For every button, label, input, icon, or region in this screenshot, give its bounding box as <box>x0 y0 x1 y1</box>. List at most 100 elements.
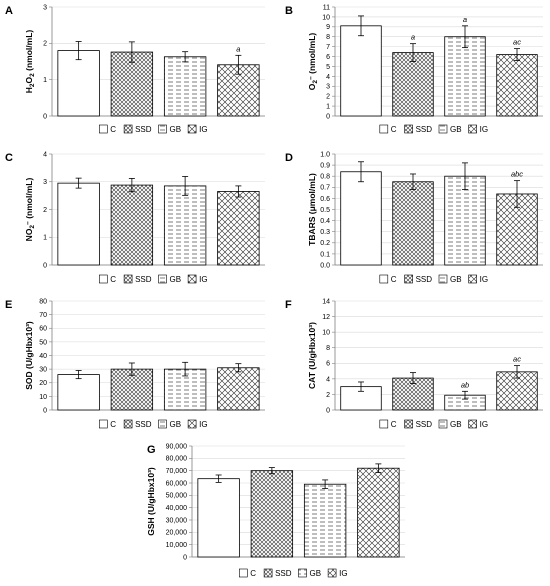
significance-label: ac <box>513 355 521 364</box>
legend-label-ssd: SSD <box>135 125 152 134</box>
y-axis-label: SOD (U/gHbx10³) <box>24 321 34 390</box>
legend-label-c: C <box>110 420 116 429</box>
legend: C SSD GB IG <box>99 124 208 134</box>
y-tick-label: 0.9 <box>320 163 330 170</box>
y-axis-label: GSH (U/gHbx10³) <box>146 467 156 536</box>
legend-swatch-c <box>99 124 108 134</box>
bar-c <box>57 374 100 411</box>
y-tick-label: 11 <box>323 4 330 11</box>
y-tick-label: 40,000 <box>166 505 188 512</box>
legend-label-ig: IG <box>199 275 207 284</box>
y-tick-label: 0.0 <box>320 262 330 269</box>
bar-gb <box>163 56 207 117</box>
legend-swatch-gb <box>438 419 448 429</box>
legend-swatch-c <box>379 274 389 284</box>
y-tick-label: 1.0 <box>320 151 330 158</box>
legend-swatch-c <box>239 568 248 578</box>
legend-swatch-gb <box>298 568 307 578</box>
y-tick-label: 12 <box>322 314 330 321</box>
legend-label-c: C <box>110 125 116 134</box>
legend-label-ig: IG <box>199 125 207 134</box>
bar-ssd <box>250 470 294 558</box>
y-axis-label: NO2− (nmol/mL) <box>24 178 36 242</box>
legend: C SSD GB IG <box>379 274 488 284</box>
y-tick-label: 50,000 <box>166 493 188 500</box>
legend-swatch-ssd <box>404 124 413 134</box>
legend-label-c: C <box>110 275 116 284</box>
legend-label-ssd: SSD <box>416 420 433 429</box>
legend-swatch-ssd <box>123 419 133 429</box>
y-tick-label: 3 <box>326 84 330 91</box>
bar-ssd <box>392 52 434 117</box>
legend-label-ssd: SSD <box>416 125 433 134</box>
legend-label-c: C <box>391 275 397 284</box>
y-tick-label: 70 <box>39 312 47 319</box>
chart-panel-f: F 0 2 4 6 8 10 12 14 CAT (U/gHbx10³) ab ac C SSD GB IG <box>285 298 543 429</box>
y-tick-label: 0.4 <box>320 218 330 225</box>
significance-label: abc <box>511 170 523 179</box>
legend-swatch-ssd <box>123 274 133 284</box>
legend-swatch-ig <box>468 274 477 284</box>
legend-swatch-gb <box>438 124 448 134</box>
y-tick-label: 0 <box>326 407 330 414</box>
y-tick-label: 0 <box>43 113 47 120</box>
y-tick-label: 0.3 <box>320 229 330 236</box>
chart-panel-b: B 0 1 2 3 4 5 6 7 8 9 10 11 O2− (nmol/mL) a a ac C SSD GB IG <box>285 4 543 134</box>
legend-label-gb: GB <box>450 125 462 134</box>
y-tick-label: 7 <box>326 44 330 51</box>
legend-swatch-ssd <box>404 274 413 284</box>
y-tick-label: 9 <box>326 24 330 31</box>
legend-swatch-ig <box>468 419 477 429</box>
y-axis-label: H2O2 (nmol/mL) <box>24 30 36 94</box>
y-tick-label: 8 <box>326 345 330 352</box>
legend-swatch-c <box>99 419 108 429</box>
legend-label-gb: GB <box>450 420 462 429</box>
y-tick-label: 8 <box>326 34 330 41</box>
bar-gb <box>444 175 486 266</box>
legend-swatch-ig <box>187 419 197 429</box>
legend-label-gb: GB <box>170 125 182 134</box>
y-tick-label: 4 <box>326 376 330 383</box>
panel-letter: D <box>285 152 293 164</box>
legend-swatch-ig <box>187 124 197 134</box>
legend-swatch-ig <box>468 124 477 134</box>
bar-ssd <box>110 368 154 411</box>
legend-label-gb: GB <box>310 569 322 578</box>
chart-panel-c: C 0 1 2 3 4 NO2− (nmol/mL) C SSD GB IG <box>5 151 265 284</box>
legend-label-ig: IG <box>480 275 488 284</box>
legend-swatch-ssd <box>404 419 413 429</box>
bar-ig <box>496 54 538 117</box>
legend-label-ig: IG <box>480 420 488 429</box>
legend-label-ig: IG <box>199 420 207 429</box>
legend-label-gb: GB <box>170 420 182 429</box>
y-tick-label: 5 <box>326 64 330 71</box>
y-tick-label: 2 <box>326 94 330 101</box>
legend-swatch-gb <box>438 274 448 284</box>
y-tick-label: 40 <box>39 353 47 360</box>
bar-c <box>340 171 382 266</box>
y-tick-label: 1 <box>43 235 47 242</box>
legend-swatch-ig <box>327 568 337 578</box>
significance-label: a <box>463 15 467 24</box>
panel-letter: G <box>147 444 156 456</box>
y-tick-label: 60,000 <box>166 480 188 487</box>
y-tick-label: 3 <box>43 4 47 11</box>
bar-c <box>340 25 382 117</box>
y-tick-label: 0 <box>183 554 187 561</box>
legend-swatch-c <box>379 124 389 134</box>
bar-ssd <box>392 181 434 266</box>
y-axis-label: TBARS (μmol/mL) <box>307 173 317 246</box>
y-tick-label: 90,000 <box>166 443 188 450</box>
legend-swatch-ssd <box>123 124 133 134</box>
y-tick-label: 4 <box>326 74 330 81</box>
y-tick-label: 30,000 <box>166 517 188 524</box>
y-tick-label: 6 <box>326 361 330 368</box>
y-tick-label: 0 <box>326 113 330 120</box>
bar-ig <box>217 191 260 266</box>
significance-label: a <box>411 33 415 42</box>
legend-label-ssd: SSD <box>275 569 292 578</box>
panel-letter: C <box>5 152 13 164</box>
y-tick-label: 1 <box>326 103 330 110</box>
y-tick-label: 0.1 <box>320 251 330 258</box>
